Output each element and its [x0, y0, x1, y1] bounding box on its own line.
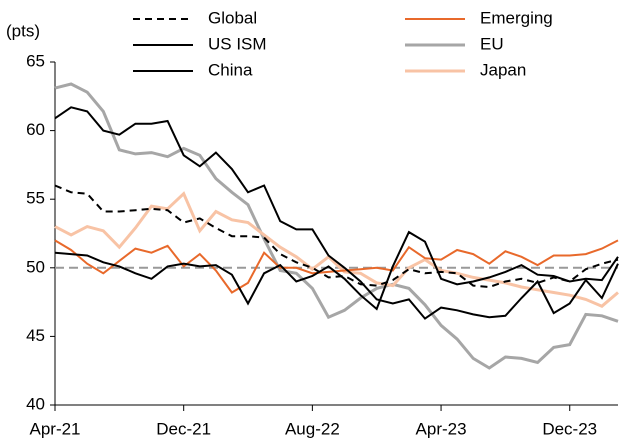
- y-tick-label: 65: [26, 51, 45, 70]
- legend-label: Emerging: [480, 8, 553, 27]
- legend-label: China: [208, 60, 253, 79]
- series-line: [54, 191, 619, 308]
- series-line: [54, 106, 619, 320]
- x-tick-label: Dec-21: [156, 419, 211, 438]
- y-axis-label: (pts): [6, 21, 40, 40]
- series-line: [54, 82, 619, 370]
- y-tick-label: 55: [26, 189, 45, 208]
- y-tick-label: 50: [26, 257, 45, 276]
- y-tick-label: 60: [26, 120, 45, 139]
- series-line: [54, 230, 619, 311]
- x-tick-label: Dec-23: [542, 419, 597, 438]
- legend-label: EU: [480, 34, 504, 53]
- legend-label: Japan: [480, 60, 526, 79]
- legend-label: Global: [208, 8, 257, 27]
- y-tick-label: 40: [26, 394, 45, 413]
- x-tick-label: Apr-21: [29, 419, 80, 438]
- series-line: [54, 184, 619, 289]
- x-tick-label: Apr-23: [416, 419, 467, 438]
- legend-label: US ISM: [208, 34, 267, 53]
- x-tick-label: Aug-22: [285, 419, 340, 438]
- series-line: [54, 239, 619, 294]
- y-tick-label: 45: [26, 326, 45, 345]
